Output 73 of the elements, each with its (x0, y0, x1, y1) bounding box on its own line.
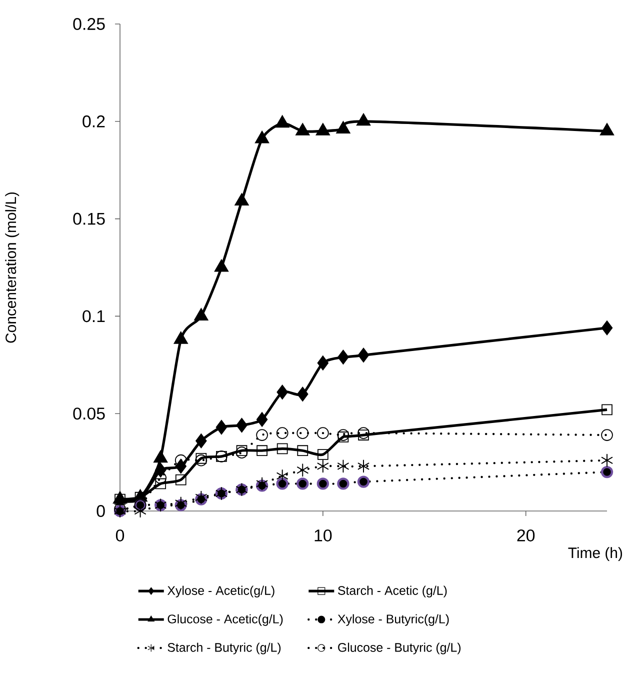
point (336, 122, 350, 134)
point (256, 477, 268, 490)
point (256, 132, 269, 144)
point (317, 460, 329, 473)
x-tick-label: 10 (314, 529, 332, 542)
point (357, 476, 370, 488)
legend-label: Glucose - Acetic(g/L) (168, 614, 283, 626)
point (318, 356, 328, 370)
x-tick-label: 0 (116, 529, 124, 542)
point (194, 308, 208, 320)
point (256, 412, 268, 426)
point (297, 387, 308, 401)
x-axis-title: Time (h) (568, 547, 622, 562)
point (174, 332, 188, 344)
y-tick-label: 0.25 (73, 18, 105, 30)
point (196, 452, 207, 464)
point (357, 114, 370, 126)
point (297, 445, 308, 456)
point (602, 404, 612, 416)
legend-label: Starch - Butyric (g/L) (168, 642, 281, 654)
point (195, 454, 208, 466)
point (358, 460, 370, 473)
point (256, 445, 268, 456)
point (600, 124, 614, 136)
point (317, 449, 328, 460)
point (601, 454, 613, 467)
point (276, 427, 288, 440)
point (337, 429, 350, 441)
legend-label: Xylose - Butyric(g/L) (338, 614, 449, 626)
y-tick-label: 0 (96, 505, 105, 517)
point (276, 116, 289, 128)
legend-label: Xylose - Acetic(g/L) (167, 586, 274, 598)
point (195, 490, 207, 504)
point (175, 474, 186, 486)
point (154, 451, 168, 463)
point (296, 464, 308, 477)
point (316, 427, 329, 440)
point (601, 429, 613, 441)
point (276, 443, 288, 454)
y-tick-label: 0.2 (82, 115, 105, 128)
point (155, 478, 166, 490)
point (236, 418, 248, 432)
point (175, 496, 187, 510)
point (358, 430, 369, 440)
x-tick-label: 20 (517, 529, 535, 542)
y-tick-label: 0.1 (82, 310, 105, 322)
point (602, 321, 612, 335)
point (256, 429, 268, 441)
point (600, 466, 614, 478)
point (114, 503, 126, 515)
point (338, 350, 349, 364)
point (296, 478, 309, 490)
point (358, 427, 370, 440)
point (338, 432, 349, 442)
legend-label: Starch - Acetic (g/L) (338, 586, 447, 598)
point (337, 478, 350, 490)
point (276, 478, 288, 490)
point (338, 460, 349, 473)
point (296, 427, 309, 440)
y-tick-label: 0.15 (73, 212, 105, 225)
point (358, 348, 369, 362)
y-axis-title: Concenteration (mol/L) (5, 192, 20, 343)
y-tick-label: 0.05 (73, 408, 105, 420)
point (216, 420, 227, 434)
legend-label: Glucose - Butyric (g/L) (338, 642, 461, 654)
point (296, 124, 310, 136)
point (235, 194, 248, 206)
point (214, 260, 228, 272)
point (316, 124, 330, 136)
point (196, 434, 207, 448)
point (316, 478, 329, 490)
point (276, 385, 288, 399)
point (155, 463, 166, 477)
